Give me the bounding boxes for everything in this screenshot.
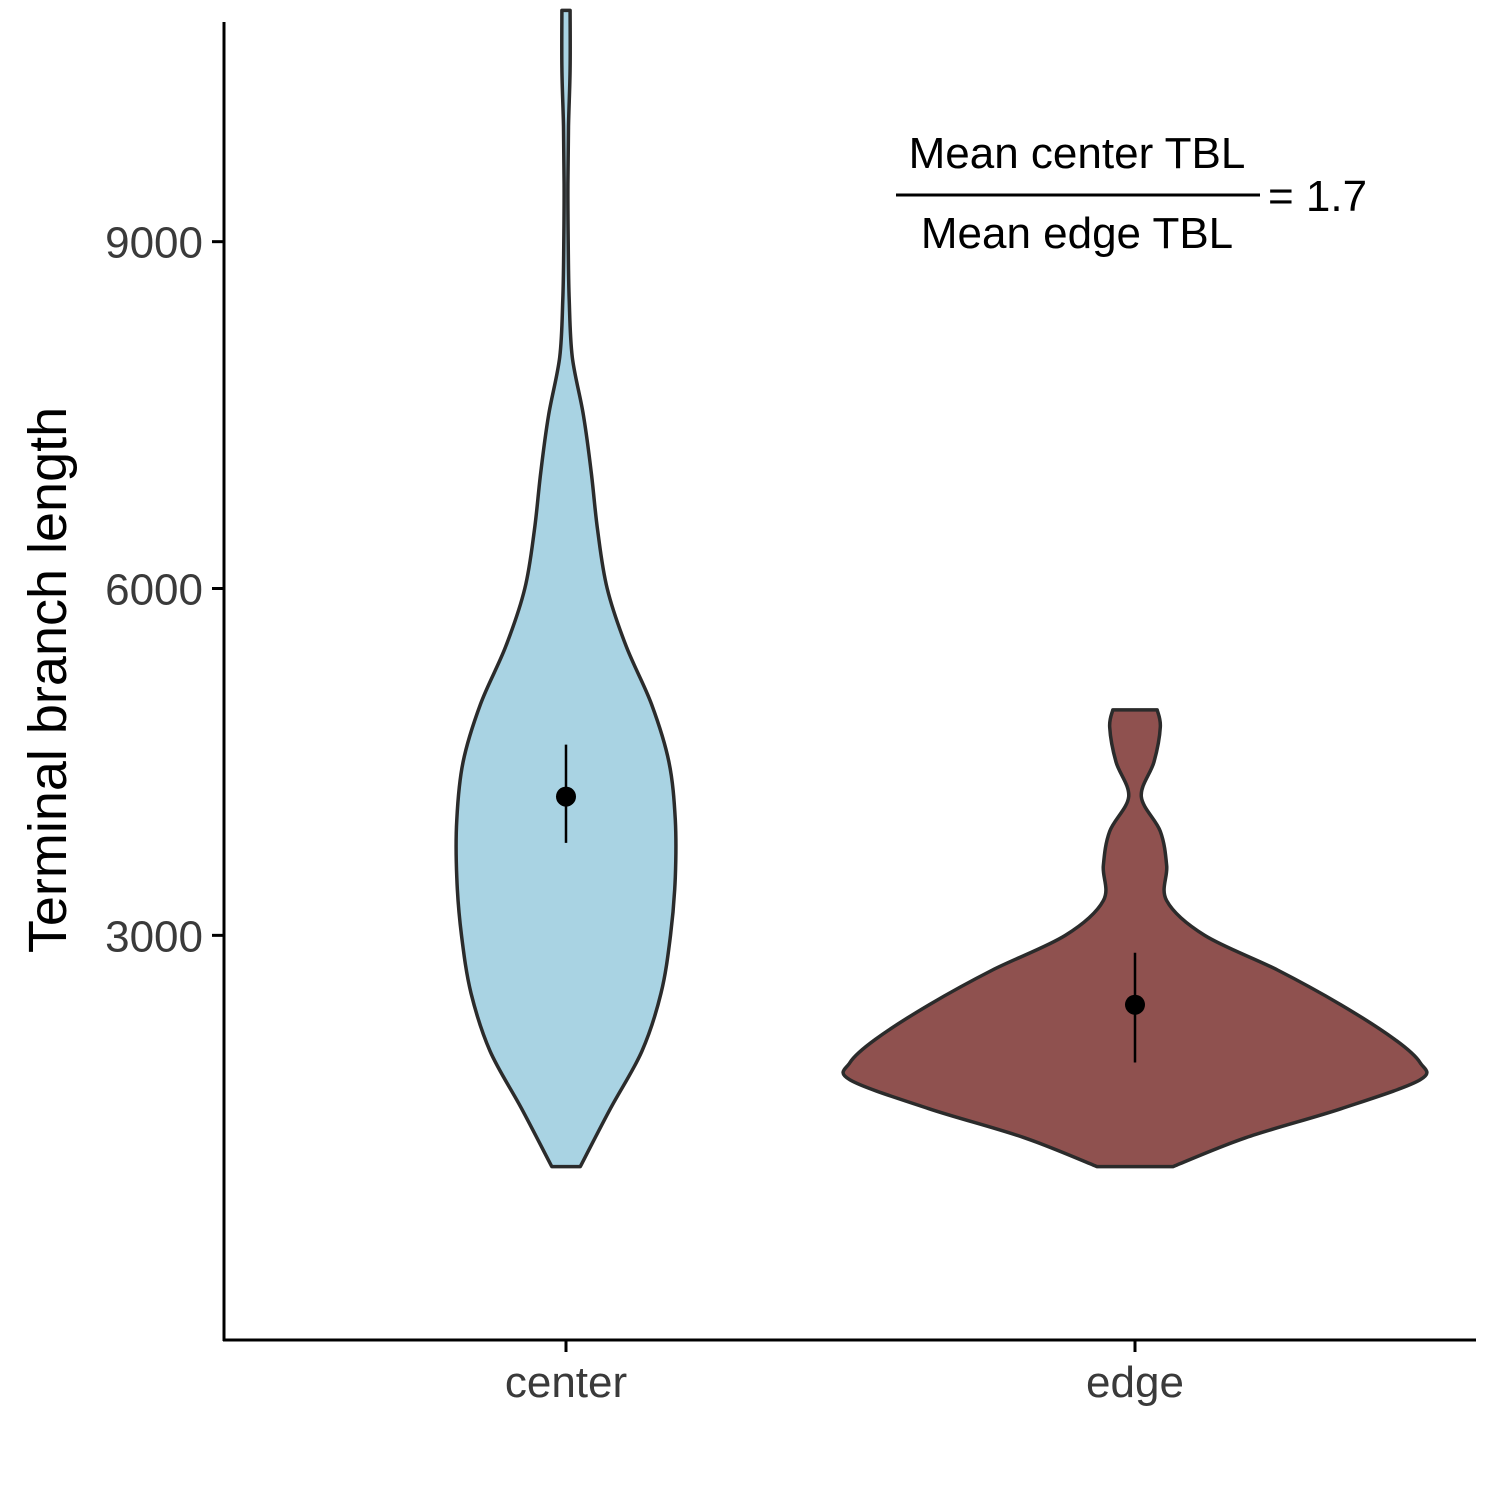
annotation-denominator: Mean edge TBL [921, 209, 1233, 258]
mean-markers-layer [556, 744, 1145, 1063]
annotation-numerator: Mean center TBL [909, 129, 1246, 178]
y-ticks-layer: 3000 6000 9000 [105, 219, 224, 961]
y-axis-title: Terminal branch length [18, 407, 78, 953]
y-tick-label-3000: 3000 [105, 912, 203, 961]
ratio-annotation: Mean center TBL Mean edge TBL = 1.7 [896, 129, 1367, 258]
x-tick-label-center: center [505, 1358, 627, 1407]
violin-edge [841, 708, 1429, 1169]
mean-point-center [556, 786, 576, 807]
violin-center [454, 8, 678, 1169]
x-tick-label-edge: edge [1086, 1358, 1184, 1407]
x-ticks-layer: center edge [505, 1340, 1184, 1407]
y-tick-label-9000: 9000 [105, 219, 203, 268]
mean-point-edge [1125, 994, 1145, 1015]
annotation-equals: = 1.7 [1268, 172, 1367, 221]
violin-layer [454, 8, 1429, 1169]
y-tick-label-6000: 6000 [105, 566, 203, 615]
